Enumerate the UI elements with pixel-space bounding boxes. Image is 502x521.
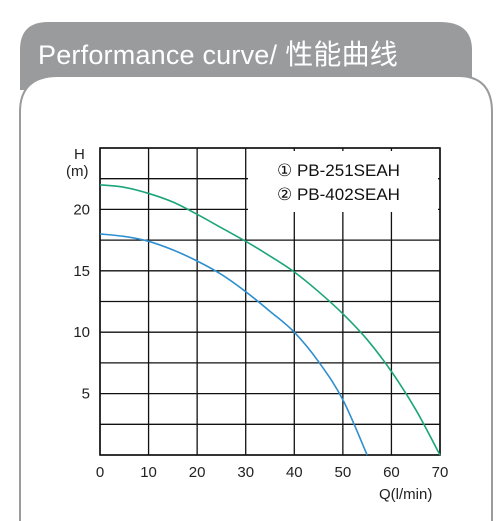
y-tick-label: 10 bbox=[73, 324, 90, 341]
x-tick-label: 20 bbox=[189, 464, 206, 481]
x-tick-label: 50 bbox=[335, 464, 352, 481]
x-axis-label: Q(l/min) bbox=[379, 486, 432, 503]
legend-box bbox=[248, 151, 438, 212]
x-tick-label: 10 bbox=[140, 464, 157, 481]
x-tick-label: 70 bbox=[432, 464, 449, 481]
y-tick-label: 20 bbox=[73, 201, 90, 218]
plot-border bbox=[99, 147, 441, 456]
y-tick-label: 15 bbox=[73, 263, 90, 280]
legend-entry-1: ① PB-251SEAH bbox=[277, 161, 400, 180]
panel-title: Performance curve/性能曲线 bbox=[38, 33, 398, 73]
x-tick-label: 40 bbox=[286, 464, 303, 481]
legend-entry-2: ② PB-402SEAH bbox=[277, 185, 400, 204]
y-axis-unit: (m) bbox=[66, 163, 89, 180]
y-tick-label: 5 bbox=[82, 386, 90, 403]
x-tick-label: 60 bbox=[383, 464, 400, 481]
curve-series-1 bbox=[99, 233, 368, 456]
x-tick-label: 0 bbox=[96, 464, 104, 481]
x-tick-label: 30 bbox=[237, 464, 254, 481]
header-banner bbox=[20, 22, 472, 90]
panel-title-en: Performance curve/ bbox=[38, 40, 278, 70]
curve-series-2 bbox=[99, 184, 441, 456]
y-axis-label: H bbox=[74, 146, 85, 163]
panel-title-zh: 性能曲线 bbox=[285, 38, 399, 71]
